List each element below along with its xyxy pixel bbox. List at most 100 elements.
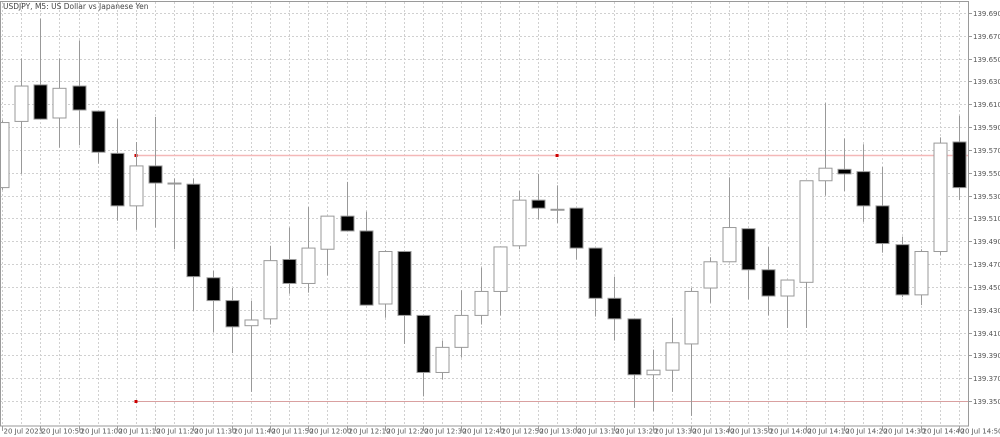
- candle: [588, 247, 603, 317]
- candle-body-bear: [225, 300, 240, 328]
- y-tick-label: 139.610: [973, 101, 1000, 109]
- candle: [875, 167, 890, 253]
- candle-body-bear: [607, 297, 622, 320]
- x-tick-label: 20 Jul 12:40: [463, 428, 505, 436]
- candle: [282, 227, 297, 294]
- y-tick-label: 139.570: [973, 147, 1000, 155]
- chart-frame: [0, 1, 969, 427]
- x-tick-label: 20 Jul 11:40: [234, 428, 276, 436]
- candle-body-bull: [684, 290, 699, 345]
- x-tick-label: 20 Jul 13:20: [616, 428, 658, 436]
- y-tick-label: 139.350: [973, 398, 1000, 406]
- candle-body-bear: [627, 318, 642, 376]
- candle-body-bull: [52, 87, 67, 119]
- candle: [741, 228, 756, 300]
- candle: [129, 141, 144, 230]
- candle-body-bull: [933, 142, 948, 253]
- y-tick-label: 139.410: [973, 330, 1000, 338]
- candle: [722, 177, 737, 263]
- candle-body-bear: [148, 165, 163, 184]
- candle-body-bear: [91, 110, 106, 153]
- horizontal-levels: [134, 154, 968, 403]
- candle: [167, 178, 182, 250]
- y-tick-label: 139.390: [973, 352, 1000, 360]
- candle: [474, 267, 489, 325]
- candle: [703, 257, 718, 303]
- candle-body-bull: [0, 122, 10, 189]
- y-tick-label: 139.630: [973, 78, 1000, 86]
- candle-body-bear: [875, 205, 890, 245]
- x-tick-label: 20 Jul 11:50: [272, 428, 314, 436]
- candle: [799, 180, 814, 328]
- x-tick-label: 20 Jul 13:50: [731, 428, 773, 436]
- candle-body-bear: [72, 85, 87, 111]
- candle: [320, 215, 335, 276]
- candle: [895, 236, 910, 298]
- x-tick-label: 20 Jul 10:50: [42, 428, 84, 436]
- candle: [378, 250, 393, 318]
- x-tick-label: 20 Jul 13:40: [693, 428, 735, 436]
- candle-body-bull: [646, 369, 661, 376]
- candle-body-bull: [435, 346, 450, 373]
- candle-body-bear: [282, 258, 297, 284]
- candle-body-bear: [186, 183, 201, 278]
- candle-body-bear: [895, 244, 910, 296]
- candle: [33, 18, 48, 120]
- x-tick-label: 20 Jul 2023: [4, 428, 44, 436]
- candle-body-bear: [33, 84, 48, 120]
- x-tick-label: 20 Jul 11:30: [195, 428, 237, 436]
- candle-body-bull: [474, 290, 489, 316]
- y-tick-label: 139.490: [973, 238, 1000, 246]
- candle: [607, 276, 622, 341]
- candle: [569, 207, 584, 260]
- level-anchor-marker: [134, 154, 138, 157]
- candle-body-bull: [703, 261, 718, 289]
- x-tick-label: 20 Jul 14:40: [923, 428, 965, 436]
- candle: [340, 181, 355, 232]
- x-tick-label: 20 Jul 12:00: [310, 428, 352, 436]
- candle: [952, 115, 967, 201]
- candle: [493, 246, 508, 316]
- y-tick-label: 139.450: [973, 284, 1000, 292]
- x-tick-label: 20 Jul 11:20: [157, 428, 199, 436]
- candle: [14, 58, 29, 174]
- x-tick-label: 20 Jul 14:30: [884, 428, 926, 436]
- candle-body-bear: [397, 251, 412, 316]
- y-tick-label: 139.510: [973, 215, 1000, 223]
- y-tick-label: 139.690: [973, 10, 1000, 18]
- candle: [263, 245, 278, 325]
- y-tick-label: 139.550: [973, 170, 1000, 178]
- candle-body-bull: [665, 342, 680, 371]
- candle-body-bull: [550, 208, 565, 211]
- candle: [206, 270, 221, 333]
- candle: [684, 288, 699, 416]
- x-tick-label: 20 Jul 12:10: [349, 428, 391, 436]
- candle-body-bear: [340, 215, 355, 232]
- candle-body-bull: [780, 279, 795, 297]
- candle: [397, 251, 412, 344]
- candle: [359, 211, 374, 306]
- candle: [933, 137, 948, 255]
- candle-body-bear: [531, 199, 546, 209]
- candle-body-bull: [454, 314, 469, 348]
- candle: [531, 173, 546, 220]
- candle-body-bull: [799, 180, 814, 283]
- candle-body-bear: [110, 152, 125, 207]
- candle-body-bear: [837, 168, 852, 175]
- candle-body-bull: [167, 182, 182, 185]
- candle: [148, 116, 163, 228]
- y-tick-label: 139.650: [973, 56, 1000, 64]
- y-tick-label: 139.430: [973, 307, 1000, 315]
- x-tick-label: 20 Jul 12:20: [387, 428, 429, 436]
- candle: [91, 110, 106, 164]
- candle-body-bear: [761, 269, 776, 297]
- y-tick-label: 139.370: [973, 375, 1000, 383]
- candle: [435, 340, 450, 380]
- x-tick-label: 20 Jul 13:30: [655, 428, 697, 436]
- candle-body-bull: [722, 227, 737, 263]
- candle-body-bull: [244, 319, 259, 327]
- x-tick-label: 20 Jul 11:00: [81, 428, 123, 436]
- y-tick-label: 139.670: [973, 33, 1000, 41]
- candle-body-bull: [14, 85, 29, 122]
